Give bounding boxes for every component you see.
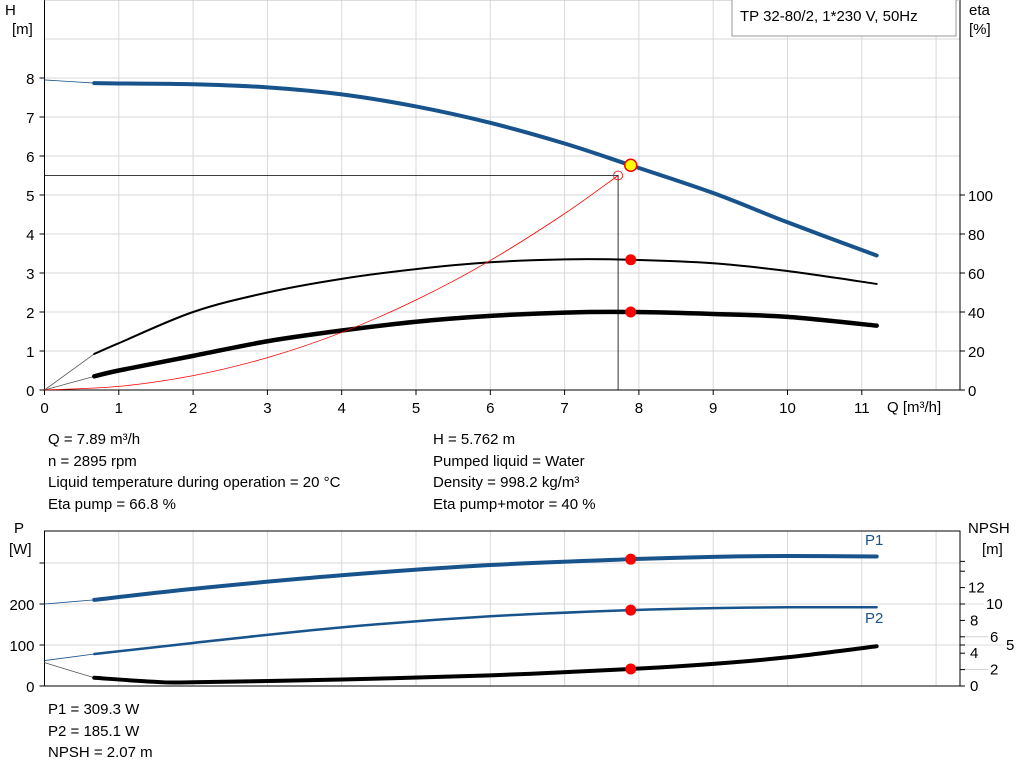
eta-tick-label: 20 (968, 344, 985, 361)
NPSH-curve (92, 644, 879, 685)
npsh-tick-label: 10 (986, 596, 1003, 613)
x-tick-label: 5 (412, 400, 420, 417)
npsh-tick-label: 0 (970, 678, 978, 695)
info-liquid-temperature: Liquid temperature during operation = 20… (48, 474, 341, 491)
eta_pump-curve-extrapolated (44, 353, 95, 391)
p2-curve-label: P2 (865, 610, 883, 627)
eta_pump_motor-curve-extrapolated (44, 375, 95, 391)
info-pumped-liquid: Pumped liquid = Water (433, 452, 585, 470)
eta-pump-motor-duty-marker (625, 306, 637, 318)
info-left: Q = 7.89 m³/h n = 2895 rpm Liquid temper… (48, 429, 340, 515)
x-tick-label: 4 (338, 400, 346, 417)
info-bottom: P1 = 309.3 W P2 = 185.1 W NPSH = 2.07 m (48, 699, 153, 764)
h-tick-label: 4 (26, 227, 34, 244)
chart-marks (44, 79, 879, 685)
p2-duty-marker (625, 604, 637, 616)
P2-curve (93, 605, 878, 656)
chart-ticks: 0 1 2 3 4 5 6 7 8 9 10 1101234567802040608010001002… (9, 71, 1014, 696)
npsh-tick-label: 4 (970, 645, 978, 662)
eta_pump-curve (93, 258, 878, 355)
npsh-duty-marker (625, 663, 637, 675)
eta-tick-label: 0 (968, 383, 976, 400)
legend-box (731, 0, 957, 37)
info-p2: P2 = 185.1 W (48, 722, 140, 740)
npsh-tick-label: 12 (968, 580, 985, 597)
p-tick-label: 100 (9, 638, 34, 655)
x-tick-label: 1 (115, 400, 123, 417)
q-axis-label: Q [m³/h] (887, 399, 941, 416)
H-curve-extrapolated (44, 79, 95, 84)
eta-tick-label: 80 (968, 227, 985, 244)
h-axis-unit: [m] (12, 21, 33, 38)
requested-point-lines (44, 175, 619, 390)
p-axis-unit: [W] (9, 541, 32, 558)
npsh-tick-label: 8 (970, 612, 978, 629)
npsh-axis-label: NPSH (968, 520, 1010, 537)
eta-tick-label: 40 (968, 305, 985, 322)
x-tick-label: 2 (189, 400, 197, 417)
NPSH-curve-extrapolated (44, 662, 95, 679)
p1-duty-marker (625, 553, 637, 565)
p-tick-label: 0 (26, 679, 34, 696)
eta-axis-label: eta (969, 2, 991, 19)
npsh-tick-label: 6 (990, 629, 998, 646)
p-axis-label: P (14, 520, 24, 537)
P2-curve-extrapolated (44, 653, 95, 661)
P1-curve-extrapolated (44, 599, 95, 605)
P1-curve (92, 554, 879, 602)
p-tick-label: 200 (9, 597, 34, 614)
h-tick-label: 1 (26, 344, 34, 361)
eta-tick-label: 60 (968, 266, 985, 283)
h-tick-label: 5 (26, 188, 34, 205)
info-npsh: NPSH = 2.07 m (48, 744, 153, 761)
x-tick-label: 11 (854, 400, 870, 417)
h-tick-label: 3 (26, 266, 34, 283)
info-speed: n = 2895 rpm (48, 452, 137, 470)
eta_pump_motor-curve (92, 309, 879, 379)
x-tick-label: 10 (779, 400, 796, 417)
requested-point-marker (613, 170, 623, 181)
x-tick-label: 8 (635, 400, 643, 417)
eta-tick-label: 100 (968, 188, 993, 205)
bottom-chart-frame (44, 530, 961, 687)
x-tick-label: 0 (40, 400, 48, 417)
npsh-tick-label: 2 (990, 662, 998, 679)
eta-axis-unit: [%] (969, 21, 991, 38)
H-curve (92, 81, 879, 258)
top-chart-grid (44, 0, 961, 391)
x-tick-label: 3 (263, 400, 271, 417)
info-right: H = 5.762 m Pumped liquid = Water Densit… (433, 429, 596, 515)
h-tick-label: 7 (26, 110, 34, 127)
h-tick-label: 8 (26, 71, 34, 88)
info-head: H = 5.762 m (433, 431, 516, 448)
info-eta-pump: Eta pump = 66.8 % (48, 495, 176, 513)
p1-curve-label: P1 (865, 532, 883, 549)
info-flow: Q = 7.89 m³/h (48, 431, 141, 448)
x-tick-label: 6 (486, 400, 494, 417)
npsh-axis-unit: [m] (982, 541, 1003, 558)
h-axis-label: H (5, 2, 16, 19)
x-tick-label: 9 (709, 400, 717, 417)
npsh-tick-label: 5 (1006, 637, 1014, 654)
info-density: Density = 998.2 kg/m³ (433, 474, 580, 491)
x-tick-label: 7 (560, 400, 568, 417)
h-tick-label: 6 (26, 149, 34, 166)
system-curve (44, 175, 619, 391)
duty-point-marker (623, 158, 638, 173)
eta-pump-duty-marker (625, 254, 637, 266)
legend-text: TP 32-80/2, 1*230 V, 50Hz (740, 8, 918, 25)
h-tick-label: 0 (26, 383, 34, 400)
h-tick-label: 2 (26, 305, 34, 322)
info-eta-pump-motor: Eta pump+motor = 40 % (433, 495, 596, 513)
info-p1: P1 = 309.3 W (48, 701, 140, 718)
